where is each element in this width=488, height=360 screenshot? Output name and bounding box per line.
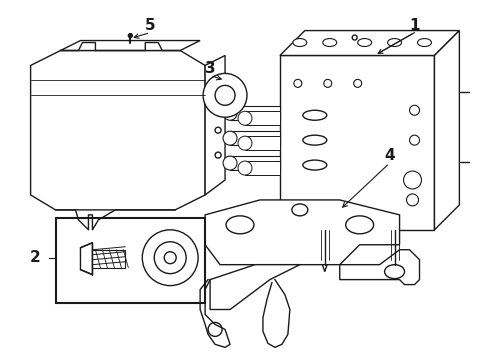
Ellipse shape [238, 111, 251, 125]
Ellipse shape [384, 265, 404, 279]
Circle shape [208, 323, 222, 336]
Ellipse shape [291, 204, 307, 216]
Ellipse shape [223, 131, 237, 145]
Polygon shape [61, 41, 200, 50]
Polygon shape [31, 50, 204, 210]
Ellipse shape [345, 216, 373, 234]
Polygon shape [433, 31, 458, 230]
Circle shape [215, 152, 221, 158]
Circle shape [293, 80, 301, 87]
Text: 3: 3 [204, 61, 215, 76]
Circle shape [408, 135, 419, 145]
Polygon shape [229, 131, 279, 145]
Circle shape [408, 105, 419, 115]
Ellipse shape [387, 39, 401, 46]
Ellipse shape [292, 39, 306, 46]
Circle shape [164, 252, 176, 264]
Circle shape [215, 127, 221, 133]
Bar [56, 218, 204, 302]
Ellipse shape [302, 110, 326, 120]
Ellipse shape [225, 216, 253, 234]
Polygon shape [210, 265, 299, 310]
Circle shape [215, 85, 235, 105]
Circle shape [128, 33, 132, 37]
Circle shape [351, 35, 356, 40]
Circle shape [406, 194, 418, 206]
Polygon shape [244, 161, 279, 175]
Ellipse shape [302, 160, 326, 170]
Circle shape [323, 80, 331, 87]
Ellipse shape [238, 161, 251, 175]
Polygon shape [320, 260, 328, 272]
Circle shape [142, 230, 198, 285]
Ellipse shape [417, 39, 430, 46]
Polygon shape [229, 156, 279, 170]
Circle shape [154, 242, 186, 274]
Polygon shape [244, 111, 279, 125]
Circle shape [403, 171, 421, 189]
Circle shape [353, 80, 361, 87]
Ellipse shape [223, 156, 237, 170]
Polygon shape [204, 200, 399, 265]
Polygon shape [279, 31, 458, 55]
Polygon shape [204, 55, 224, 195]
Polygon shape [390, 260, 398, 272]
Text: 5: 5 [144, 18, 155, 33]
Text: 4: 4 [384, 148, 394, 163]
Bar [279, 55, 433, 230]
Bar [92, 250, 125, 268]
Ellipse shape [322, 39, 336, 46]
Text: 1: 1 [408, 18, 419, 33]
Ellipse shape [302, 135, 326, 145]
Ellipse shape [223, 106, 237, 120]
Ellipse shape [357, 39, 371, 46]
Polygon shape [81, 243, 92, 275]
Polygon shape [244, 136, 279, 150]
Circle shape [203, 73, 246, 117]
Polygon shape [339, 250, 419, 285]
Ellipse shape [238, 136, 251, 150]
Polygon shape [229, 106, 279, 120]
Text: 2: 2 [30, 250, 41, 265]
